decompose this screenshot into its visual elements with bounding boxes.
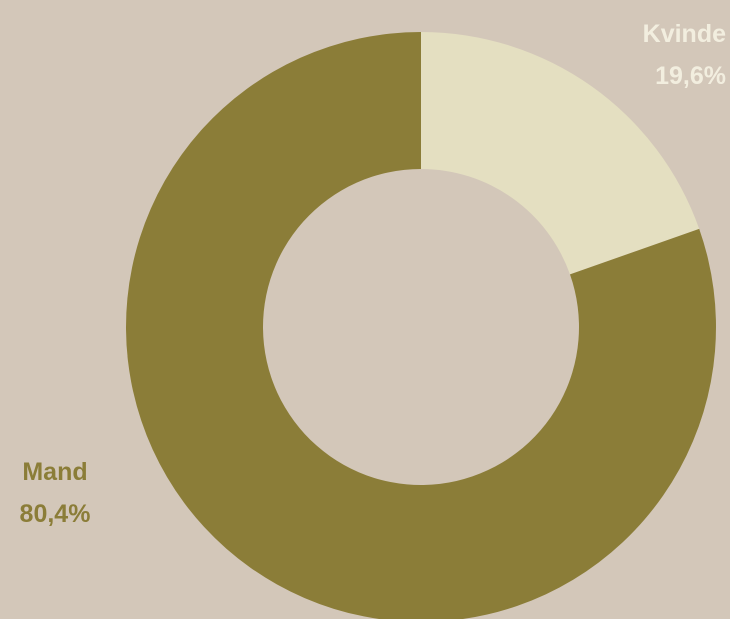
label-mand-value: 80,4%: [20, 500, 91, 528]
label-kvinde-name: Kvinde: [643, 20, 726, 48]
label-mand-name: Mand: [22, 458, 87, 486]
donut-slices: [126, 32, 716, 619]
label-kvinde-value: 19,6%: [655, 62, 726, 90]
slice-kvinde: [421, 32, 700, 275]
slice-mand: [126, 32, 716, 619]
label-mand: Mand 80,4%: [20, 458, 91, 528]
label-kvinde: Kvinde 19,6%: [643, 20, 726, 90]
